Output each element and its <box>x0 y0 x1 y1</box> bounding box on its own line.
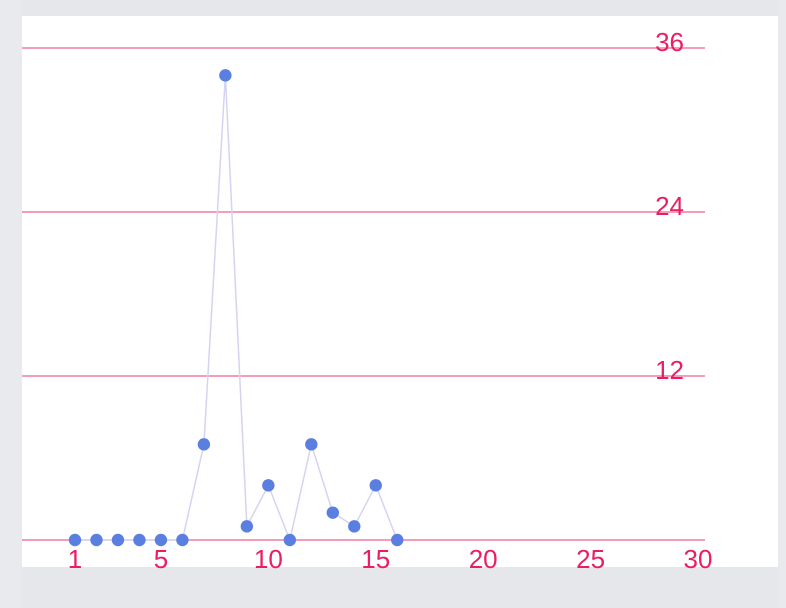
data-point <box>326 506 339 519</box>
data-point <box>262 479 275 492</box>
x-tick-label: 1 <box>68 544 82 574</box>
x-tick-label: 15 <box>361 544 390 574</box>
series-line <box>75 75 398 543</box>
grid-lines <box>22 47 705 541</box>
data-point <box>111 533 125 547</box>
data-point <box>283 533 297 547</box>
right-border <box>778 0 786 608</box>
y-tick-label: 12 <box>655 355 684 385</box>
y-tick-label: 24 <box>655 191 684 221</box>
x-tick-labels: 1 5 10 15 20 25 30 <box>68 544 713 574</box>
data-point <box>305 438 318 451</box>
data-point <box>176 533 189 547</box>
data-point <box>348 520 361 533</box>
data-point <box>391 533 404 547</box>
x-tick-label: 25 <box>576 544 605 574</box>
data-point <box>68 533 82 547</box>
data-point <box>154 533 168 547</box>
y-tick-label: 36 <box>655 27 684 57</box>
data-point <box>90 533 103 547</box>
data-points <box>68 69 404 547</box>
x-tick-label: 5 <box>154 544 168 574</box>
bottom-panel <box>22 567 778 608</box>
x-tick-label: 10 <box>254 544 283 574</box>
x-tick-label: 30 <box>684 544 713 574</box>
top-strip <box>22 0 778 16</box>
data-point <box>197 438 211 451</box>
series-line-layer <box>75 75 398 543</box>
x-tick-label: 20 <box>469 544 498 574</box>
left-border <box>0 0 22 608</box>
chart-card <box>22 16 778 567</box>
data-point <box>240 520 254 533</box>
data-point <box>133 533 146 547</box>
data-point <box>369 479 382 492</box>
y-tick-labels: 12 24 36 <box>655 27 684 385</box>
data-point <box>219 69 232 82</box>
